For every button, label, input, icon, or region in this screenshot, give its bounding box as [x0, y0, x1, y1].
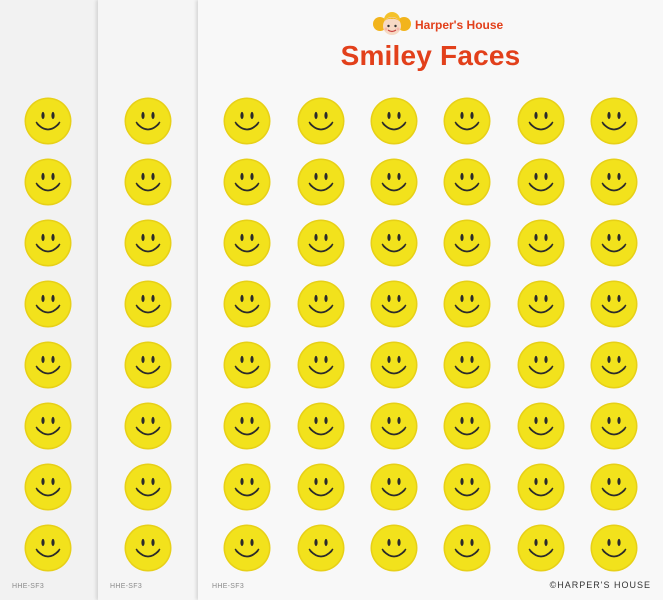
smiley-face-icon — [223, 463, 271, 511]
smiley-face-icon — [443, 463, 491, 511]
smiley-face-icon — [370, 158, 418, 206]
smiley-face-icon — [24, 280, 72, 328]
page-title: Smiley Faces — [340, 40, 521, 71]
sheet-code: HHE-SF3 — [12, 583, 45, 590]
smiley-face-icon — [297, 97, 345, 145]
smiley-face-icon — [443, 341, 491, 389]
smiley-face-icon — [124, 524, 172, 572]
smiley-face-icon — [223, 97, 271, 145]
smiley-face-icon — [124, 280, 172, 328]
smiley-face-icon — [297, 219, 345, 267]
smiley-face-icon — [223, 158, 271, 206]
smiley-face-icon — [517, 97, 565, 145]
front-sheet: HHE-SF3 — [198, 0, 663, 600]
smiley-face-icon — [370, 524, 418, 572]
smiley-face-icon — [517, 158, 565, 206]
smiley-face-icon — [370, 341, 418, 389]
smiley-face-icon — [124, 341, 172, 389]
sheet-code: HHE-SF3 — [212, 583, 245, 590]
smiley-face-icon — [223, 219, 271, 267]
smiley-face-icon — [124, 402, 172, 450]
brand-header: Harper's House — [371, 12, 503, 38]
smiley-face-icon — [370, 463, 418, 511]
smiley-face-icon — [24, 219, 72, 267]
smiley-face-icon — [223, 402, 271, 450]
smiley-face-icon — [590, 219, 638, 267]
smiley-face-icon — [223, 280, 271, 328]
smiley-face-icon — [370, 402, 418, 450]
smiley-face-icon — [370, 219, 418, 267]
smiley-face-icon — [443, 158, 491, 206]
smiley-face-icon — [443, 280, 491, 328]
smiley-face-icon — [370, 97, 418, 145]
smiley-face-icon — [443, 524, 491, 572]
smiley-face-icon — [590, 524, 638, 572]
smiley-face-icon — [443, 402, 491, 450]
sheet-code: HHE-SF3 — [110, 583, 143, 590]
smiley-face-icon — [517, 524, 565, 572]
smiley-face-icon — [297, 280, 345, 328]
smiley-face-icon — [590, 97, 638, 145]
smiley-face-icon — [297, 524, 345, 572]
smiley-face-icon — [297, 341, 345, 389]
smiley-face-icon — [124, 158, 172, 206]
smiley-face-icon — [24, 97, 72, 145]
smiley-face-icon — [443, 219, 491, 267]
smiley-face-icon — [517, 341, 565, 389]
smiley-face-icon — [24, 463, 72, 511]
smiley-face-icon — [297, 158, 345, 206]
smiley-face-icon — [590, 341, 638, 389]
smiley-face-icon — [24, 402, 72, 450]
copyright: ©HARPER'S HOUSE — [549, 580, 651, 590]
smiley-face-icon — [590, 463, 638, 511]
smiley-face-icon — [124, 463, 172, 511]
smiley-face-icon — [517, 280, 565, 328]
smiley-face-icon — [124, 219, 172, 267]
smiley-face-icon — [517, 402, 565, 450]
smiley-face-icon — [370, 280, 418, 328]
smiley-face-icon — [223, 524, 271, 572]
smiley-face-icon — [124, 97, 172, 145]
smiley-face-icon — [517, 219, 565, 267]
smiley-face-icon — [24, 524, 72, 572]
smiley-face-icon — [223, 341, 271, 389]
smiley-face-icon — [24, 158, 72, 206]
smiley-face-icon — [590, 402, 638, 450]
smiley-face-icon — [24, 341, 72, 389]
smiley-face-icon — [590, 280, 638, 328]
smiley-face-icon — [590, 158, 638, 206]
smiley-face-icon — [297, 402, 345, 450]
smiley-face-icon — [297, 463, 345, 511]
smiley-face-icon — [443, 97, 491, 145]
brand-name: Harper's House — [415, 18, 504, 32]
girl-face-logo-icon — [373, 12, 411, 35]
smiley-face-icon — [517, 463, 565, 511]
